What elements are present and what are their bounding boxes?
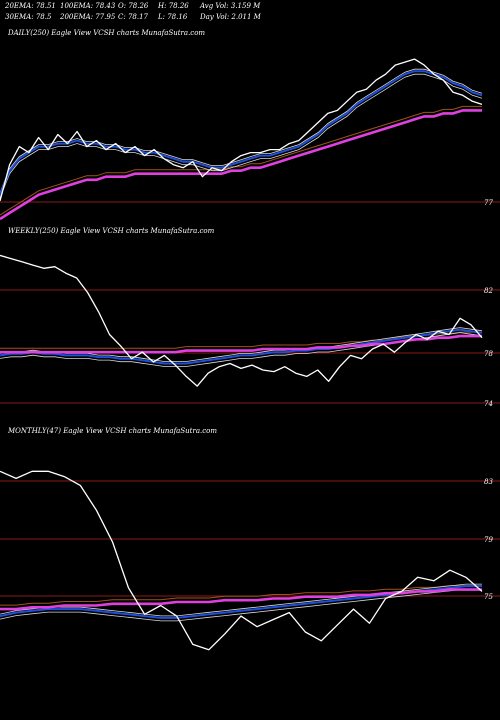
ema-blue-line — [0, 70, 483, 196]
close-label: C: 78.17 — [118, 13, 148, 21]
price-line — [0, 470, 483, 651]
daily-panel-title: DAILY(250) Eagle View VCSH charts Munafa… — [8, 29, 206, 37]
ema-orange-line — [0, 105, 482, 216]
price-line — [0, 254, 483, 387]
weekly-panel-title: WEEKLY(250) Eagle View VCSH charts Munaf… — [8, 227, 215, 235]
ema-magenta-line — [0, 588, 482, 611]
ema-band-line — [0, 327, 483, 362]
tick-label: 75 — [484, 593, 493, 601]
ema100-label: 100EMA: 78.43 — [60, 2, 116, 10]
ema-orange-line — [0, 585, 482, 606]
ema-band-line — [0, 68, 483, 193]
ema200-label: 200EMA: 77.95 — [60, 13, 116, 21]
high-label: H: 78.26 — [158, 2, 189, 10]
ema-band-line — [0, 73, 483, 198]
low-label: L: 78.16 — [158, 13, 188, 21]
ema-blue-line — [0, 328, 483, 365]
avg-vol-label: Avg Vol: 3.159 M — [200, 2, 261, 10]
ema-magenta-line — [0, 109, 482, 221]
open-label: O: 78.26 — [118, 2, 149, 10]
tick-label: 79 — [484, 536, 493, 544]
tick-label: 82 — [484, 287, 493, 295]
tick-label: 74 — [484, 400, 493, 408]
tick-label: 78 — [484, 350, 493, 358]
price-line — [0, 58, 483, 202]
ema-band-line — [0, 588, 482, 622]
ema20-label: 20EMA: 78.51 — [5, 2, 56, 10]
ema30-label: 30EMA: 78.5 — [5, 13, 52, 21]
ema-magenta-line — [0, 334, 482, 354]
monthly-panel-title: MONTHLY(47) Eagle View VCSH charts Munaf… — [8, 427, 217, 435]
day-vol-label: Day Vol: 2.011 M — [200, 13, 261, 21]
tick-label: 77 — [484, 199, 493, 207]
tick-label: 83 — [484, 478, 493, 486]
